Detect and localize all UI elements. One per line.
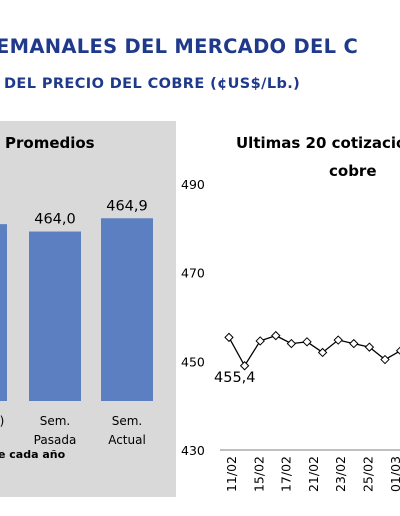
bar-chart-title: Promedios (5, 134, 95, 152)
x-tick-label-6: 25/02 (361, 456, 376, 492)
bottom-strip (0, 497, 400, 516)
quote-point-label: 455,4 (214, 370, 256, 386)
bar-data-label-2: 464,0 (34, 212, 76, 228)
quote-point-9 (349, 338, 359, 349)
bar-1 (0, 224, 7, 401)
x-tick-label-2: 15/02 (251, 456, 266, 492)
bar-category-label-2-1: Sem. (40, 414, 71, 428)
x-tick-label-1: 11/02 (224, 456, 239, 492)
quote-point-2 (239, 361, 250, 371)
bar-data-label-3: 464,9 (106, 198, 148, 214)
x-tick-label-5: 23/02 (333, 456, 348, 492)
quote-point-8 (333, 335, 343, 345)
bar-chart-footnote: e cada año (0, 448, 66, 461)
y-tick-label-470: 470 (181, 266, 205, 281)
bar-category-label-2-2: Pasada (34, 433, 77, 447)
x-tick-label-7: 01/03 (388, 456, 400, 492)
bar-data-label-1: 3 (0, 204, 1, 220)
y-tick-label-430: 430 (181, 443, 205, 458)
bar-category-label-1-1: ) (0, 414, 4, 428)
quote-point-4 (271, 330, 281, 341)
bar-category-label-3-1: Sem. (112, 414, 143, 428)
quote-point-5 (286, 338, 297, 349)
bar-2 (29, 231, 81, 401)
quote-point-6 (302, 337, 312, 347)
bar-category-label-3-2: Actual (108, 433, 146, 447)
quote-point-1 (224, 332, 234, 343)
quote-point-3 (255, 336, 265, 346)
report-subtitle: DEL PRECIO DEL COBRE (¢US$/Lb.) (4, 76, 301, 92)
quotes-chart-panel (176, 121, 400, 497)
report-title: EMANALES DEL MERCADO DEL C (0, 35, 359, 58)
y-tick-label-490: 490 (181, 177, 205, 192)
x-tick-label-4: 21/02 (306, 456, 321, 492)
y-tick-label-450: 450 (181, 354, 205, 369)
quotes-series-line (228, 334, 400, 368)
line-chart-title-line-1: Ultimas 20 cotizacio (236, 134, 400, 152)
bar-3 (101, 218, 153, 401)
quote-point-11 (380, 354, 390, 365)
quote-point-7 (317, 347, 328, 358)
quote-point-10 (364, 342, 375, 352)
line-chart-title-line-2: cobre (329, 162, 377, 180)
x-tick-label-3: 17/02 (279, 456, 294, 492)
quote-point-12 (395, 346, 400, 355)
